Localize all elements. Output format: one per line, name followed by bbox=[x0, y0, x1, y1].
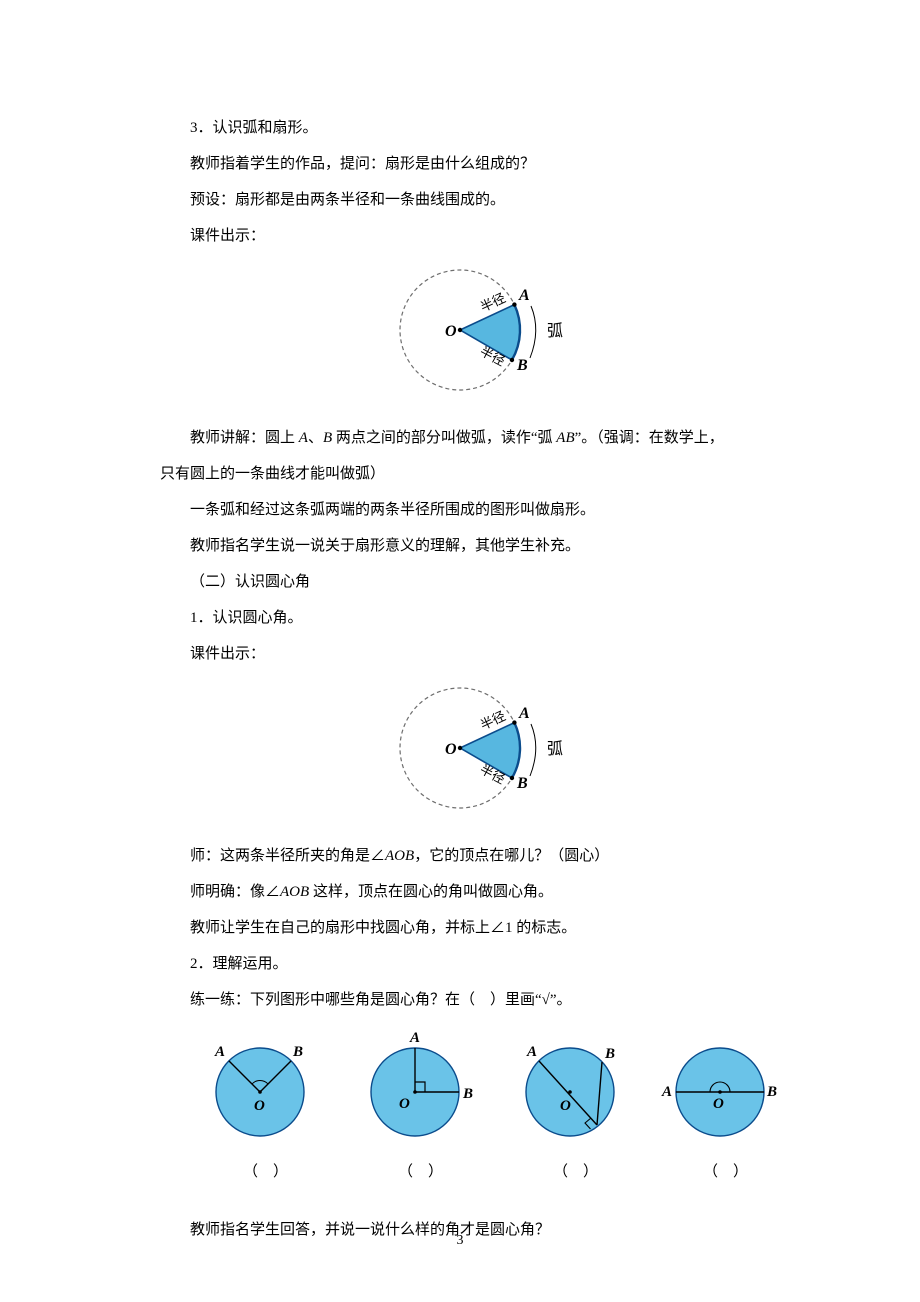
label-arc: 弧 bbox=[547, 322, 563, 340]
sector-diagram-2: O A B 半径 半径 弧 bbox=[365, 678, 585, 818]
para-student-explain: 教师指名学生说一说关于扇形意义的理解，其他学生补充。 bbox=[160, 528, 790, 564]
italic-AB: AB bbox=[556, 430, 574, 446]
para-sector-def: 一条弧和经过这条弧两端的两条半径所围成的图形叫做扇形。 bbox=[160, 492, 790, 528]
para-preset: 预设：扇形都是由两条半径和一条曲线围成的。 bbox=[160, 182, 790, 218]
para-section-2: （二）认识圆心角 bbox=[160, 564, 790, 600]
label-A2: A bbox=[518, 705, 530, 722]
figure-exercise-circles: A B O （ ） A B O （ ） A B O bbox=[160, 1022, 790, 1206]
para-only-curve: 只有圆上的一条曲线才能叫做弧） bbox=[160, 456, 790, 492]
italic-AOB2: AOB bbox=[280, 884, 309, 900]
para-explain-arc: 教师讲解：圆上 A、B 两点之间的部分叫做弧，读作“弧 AB”。（强调：在数学上… bbox=[160, 420, 790, 456]
para-2-apply: 2．理解运用。 bbox=[160, 946, 790, 982]
italic-AOB: AOB bbox=[385, 848, 414, 864]
c1-B: B bbox=[292, 1044, 303, 1060]
c2-B: B bbox=[462, 1086, 473, 1102]
t5: 师：这两条半径所夹的角是∠ bbox=[190, 848, 385, 864]
label-arc2: 弧 bbox=[547, 740, 563, 758]
para-show-2: 课件出示： bbox=[160, 636, 790, 672]
italic-A: A bbox=[299, 430, 308, 446]
c1-O: O bbox=[254, 1098, 265, 1114]
exercise-svg: A B O （ ） A B O （ ） A B O bbox=[165, 1022, 785, 1192]
label-O2: O bbox=[445, 741, 457, 758]
page: 3．认识弧和扇形。 教师指着学生的作品，提问：扇形是由什么组成的？ 预设：扇形都… bbox=[0, 0, 920, 1302]
c4-B: B bbox=[766, 1084, 777, 1100]
c3-O: O bbox=[560, 1098, 571, 1114]
label-O: O bbox=[445, 323, 457, 340]
figure-sector-arc: O A B 半径 半径 弧 bbox=[160, 260, 790, 414]
t6: ，它的顶点在哪儿？（圆心） bbox=[414, 848, 609, 864]
c4-A: A bbox=[661, 1084, 672, 1100]
label-A: A bbox=[518, 287, 530, 304]
para-angle-aob: 师：这两条半径所夹的角是∠AOB，它的顶点在哪儿？（圆心） bbox=[160, 838, 790, 874]
t7: 师明确：像∠ bbox=[190, 884, 280, 900]
t1: 教师讲解：圆上 bbox=[190, 430, 299, 446]
para-mark-angle1: 教师让学生在自己的扇形中找圆心角，并标上∠1 的标志。 bbox=[160, 910, 790, 946]
label-B2: B bbox=[516, 775, 528, 792]
c3-B: B bbox=[604, 1046, 615, 1062]
page-number: 3 bbox=[0, 1224, 920, 1258]
para-1-central-angle: 1．认识圆心角。 bbox=[160, 600, 790, 636]
c3-A: A bbox=[526, 1044, 537, 1060]
c1-A: A bbox=[214, 1044, 225, 1060]
para-teacher-ask: 教师指着学生的作品，提问：扇形是由什么组成的？ bbox=[160, 146, 790, 182]
c2-O: O bbox=[399, 1096, 410, 1112]
t4: ”。（强调：在数学上， bbox=[575, 430, 724, 446]
t2: 、 bbox=[308, 430, 323, 446]
para-exercise-prompt: 练一练：下列图形中哪些角是圆心角？在（ ）里画“√”。 bbox=[160, 982, 790, 1018]
t8: 这样，顶点在圆心的角叫做圆心角。 bbox=[309, 884, 553, 900]
c4-blank: （ ） bbox=[703, 1163, 748, 1180]
t3: 两点之间的部分叫做弧，读作“弧 bbox=[332, 430, 556, 446]
c1-blank: （ ） bbox=[243, 1163, 288, 1180]
para-3-title: 3．认识弧和扇形。 bbox=[160, 110, 790, 146]
c3-blank: （ ） bbox=[553, 1163, 598, 1180]
sector-diagram-1: O A B 半径 半径 弧 bbox=[365, 260, 585, 400]
para-define-central: 师明确：像∠AOB 这样，顶点在圆心的角叫做圆心角。 bbox=[160, 874, 790, 910]
para-show-1: 课件出示： bbox=[160, 218, 790, 254]
c4-O: O bbox=[713, 1096, 724, 1112]
c2-blank: （ ） bbox=[398, 1163, 443, 1180]
figure-sector-angle: O A B 半径 半径 弧 bbox=[160, 678, 790, 832]
label-B: B bbox=[516, 357, 528, 374]
italic-B: B bbox=[323, 430, 332, 446]
c2-A: A bbox=[409, 1030, 420, 1046]
